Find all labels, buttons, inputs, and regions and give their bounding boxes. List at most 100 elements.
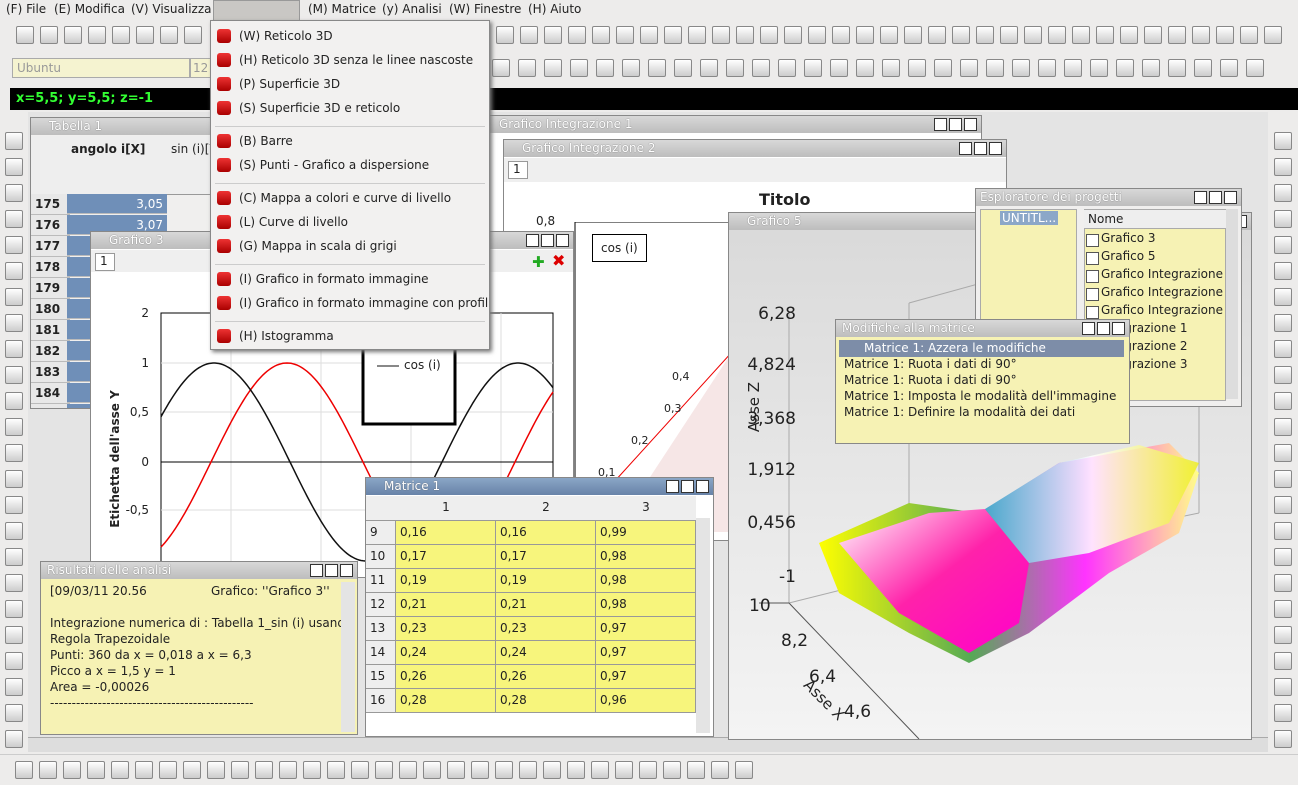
toolbar-icon[interactable] (568, 26, 586, 44)
item[interactable]: Grafico Integrazione (1101, 267, 1223, 281)
font-combo[interactable]: Ubuntu (12, 58, 190, 78)
toolbar-icon[interactable] (5, 522, 23, 540)
window-button[interactable] (325, 564, 338, 577)
toolbar-icon[interactable] (5, 340, 23, 358)
command-line[interactable]: x=5,5; y=5,5; z=-1 (10, 88, 1298, 110)
toolbar-icon[interactable] (622, 59, 640, 77)
toolbar-icon[interactable] (1072, 26, 1090, 44)
window-button[interactable] (974, 142, 987, 155)
toolbar-icon[interactable] (1274, 678, 1292, 696)
toolbar-icon[interactable] (5, 470, 23, 488)
toolbar-icon[interactable] (804, 59, 822, 77)
menu-entry[interactable]: (S) Superficie 3D e reticolo (239, 101, 401, 115)
toolbar-icon[interactable] (519, 761, 537, 779)
window-button[interactable] (681, 480, 694, 493)
toolbar-icon[interactable] (1038, 59, 1056, 77)
toolbar-icon[interactable] (1274, 236, 1292, 254)
toolbar-icon[interactable] (520, 26, 538, 44)
scrollbar[interactable] (341, 582, 355, 732)
toolbar-icon[interactable] (207, 761, 225, 779)
scrollbar[interactable] (1226, 209, 1238, 399)
toolbar-icon[interactable] (5, 210, 23, 228)
menu-entry[interactable]: (P) Superficie 3D (239, 77, 341, 91)
toolbar-icon[interactable] (700, 59, 718, 77)
toolbar-icon[interactable] (570, 59, 588, 77)
menu-item[interactable]: (E) Modifica (54, 2, 125, 16)
toolbar-icon[interactable] (5, 548, 23, 566)
toolbar-icon[interactable] (160, 26, 178, 44)
layer-button[interactable]: 1 (95, 253, 115, 271)
toolbar-icon[interactable] (934, 59, 952, 77)
toolbar-icon[interactable] (1120, 26, 1138, 44)
toolbar-icon[interactable] (1274, 496, 1292, 514)
toolbar-icon[interactable] (986, 59, 1004, 77)
item[interactable]: Grafico Integrazione (1101, 285, 1223, 299)
item[interactable]: Grafico 5 (1101, 249, 1156, 263)
toolbar-icon[interactable] (1090, 59, 1108, 77)
toolbar-icon[interactable] (5, 444, 23, 462)
toolbar-icon[interactable] (1274, 184, 1292, 202)
toolbar-icon[interactable] (1096, 26, 1114, 44)
toolbar-icon[interactable] (596, 59, 614, 77)
item[interactable]: Grafico Integrazione (1101, 303, 1223, 317)
toolbar-icon[interactable] (544, 59, 562, 77)
menu-item[interactable]: (H) Aiuto (528, 2, 582, 16)
toolbar-icon[interactable] (492, 59, 510, 77)
menu-entry[interactable]: (L) Curve di livello (239, 215, 349, 229)
window-button[interactable] (934, 118, 947, 131)
toolbar-icon[interactable] (303, 761, 321, 779)
toolbar-icon[interactable] (1240, 26, 1258, 44)
toolbar-icon[interactable] (88, 26, 106, 44)
toolbar-icon[interactable] (1168, 26, 1186, 44)
close-button[interactable]: ✖ (552, 251, 566, 270)
item[interactable]: Grafico 3 (1101, 231, 1156, 245)
menu-item[interactable]: (F) File (6, 2, 47, 16)
toolbar-icon[interactable] (928, 26, 946, 44)
toolbar-icon[interactable] (736, 26, 754, 44)
toolbar-icon[interactable] (231, 761, 249, 779)
toolbar-icon[interactable] (726, 59, 744, 77)
toolbar-icon[interactable] (1024, 26, 1042, 44)
scrollbar[interactable] (696, 518, 710, 733)
window-button[interactable] (541, 234, 554, 247)
toolbar-icon[interactable] (1168, 59, 1186, 77)
toolbar-icon[interactable] (687, 761, 705, 779)
toolbar-icon[interactable] (711, 761, 729, 779)
toolbar-icon[interactable] (648, 59, 666, 77)
toolbar-icon[interactable] (5, 626, 23, 644)
window-button[interactable] (959, 142, 972, 155)
toolbar-icon[interactable] (1274, 444, 1292, 462)
toolbar-icon[interactable] (471, 761, 489, 779)
toolbar-icon[interactable] (1274, 574, 1292, 592)
toolbar-icon[interactable] (778, 59, 796, 77)
toolbar-icon[interactable] (1274, 730, 1292, 748)
window-button[interactable] (1194, 191, 1207, 204)
toolbar-icon[interactable] (5, 730, 23, 748)
toolbar-icon[interactable] (159, 761, 177, 779)
toolbar-icon[interactable] (784, 26, 802, 44)
window-button[interactable] (989, 142, 1002, 155)
toolbar-icon[interactable] (1274, 158, 1292, 176)
toolbar-icon[interactable] (15, 761, 33, 779)
toolbar-icon[interactable] (1274, 366, 1292, 384)
window-button[interactable] (1209, 191, 1222, 204)
toolbar-icon[interactable] (5, 158, 23, 176)
window-button[interactable] (1097, 322, 1110, 335)
toolbar-icon[interactable] (882, 59, 900, 77)
toolbar-icon[interactable] (327, 761, 345, 779)
toolbar-icon[interactable] (674, 59, 692, 77)
window-button[interactable] (964, 118, 977, 131)
menu-entry[interactable]: (I) Grafico in formato immagine con prof… (239, 296, 490, 310)
menu-entry[interactable]: (I) Grafico in formato immagine (239, 272, 429, 286)
toolbar-icon[interactable] (1274, 522, 1292, 540)
toolbar-icon[interactable] (64, 26, 82, 44)
toolbar-icon[interactable] (39, 761, 57, 779)
toolbar-icon[interactable] (976, 26, 994, 44)
toolbar-icon[interactable] (639, 761, 657, 779)
window-button[interactable] (1112, 322, 1125, 335)
toolbar-icon[interactable] (1216, 26, 1234, 44)
window-button[interactable] (696, 480, 709, 493)
toolbar-icon[interactable] (615, 761, 633, 779)
toolbar-icon[interactable] (664, 26, 682, 44)
toolbar-icon[interactable] (495, 761, 513, 779)
